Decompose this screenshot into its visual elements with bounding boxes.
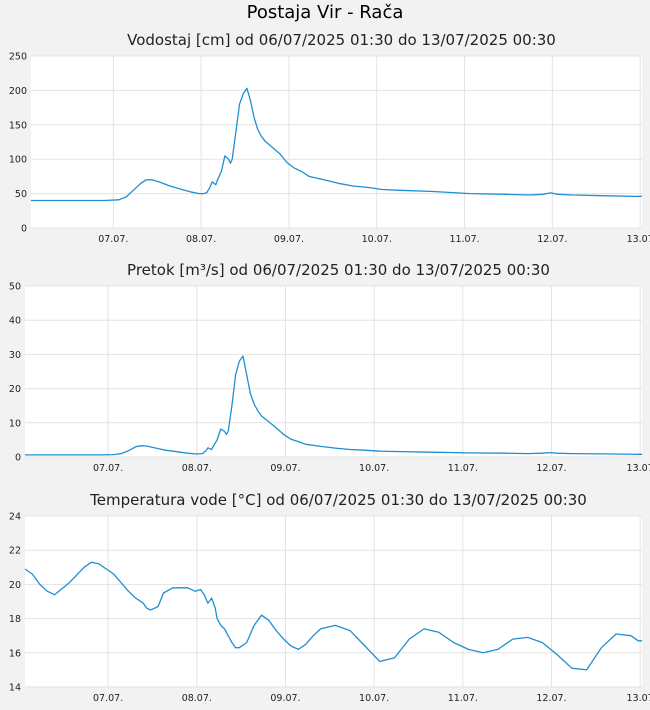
chart-2-ytick-label: 20 <box>9 384 21 395</box>
chart-1-title: Vodostaj [cm] od 06/07/2025 01:30 do 13/… <box>127 31 556 49</box>
chart-3-xtick-label: 10.07. <box>359 693 389 704</box>
chart-2-xtick-label: 12.07. <box>536 463 566 474</box>
chart-1-ytick-label: 150 <box>9 120 27 131</box>
chart-3-xtick-label: 13.07 <box>627 693 650 704</box>
chart-2-xtick-label: 09.07. <box>270 463 300 474</box>
chart-3-ytick-label: 18 <box>9 614 21 625</box>
chart-3-ytick-label: 22 <box>9 546 21 557</box>
chart-3-title: Temperatura vode [°C] od 06/07/2025 01:3… <box>89 491 587 509</box>
chart-3-xtick-label: 08.07. <box>182 693 212 704</box>
chart-3-ytick-label: 16 <box>9 648 21 659</box>
chart-3-xtick-label: 07.07. <box>93 693 123 704</box>
chart-2-ytick-label: 0 <box>15 453 21 464</box>
chart-2-series-line <box>25 355 642 456</box>
chart-3-series-line <box>24 561 642 671</box>
chart-2-plot-area <box>25 286 642 457</box>
chart-3-xtick-label: 09.07. <box>270 693 300 704</box>
chart-2-xtick-label: 11.07. <box>448 463 478 474</box>
chart-3-xtick-label: 11.07. <box>448 693 478 704</box>
chart-3-plot-area <box>25 516 642 687</box>
chart-1-xtick-label: 07.07. <box>98 234 128 245</box>
chart-2-ytick-label: 10 <box>9 418 21 429</box>
chart-1-ytick-label: 200 <box>9 86 27 97</box>
chart-2-xtick-label: 10.07. <box>359 463 389 474</box>
page-title: Postaja Vir - Rača <box>246 2 404 23</box>
chart-1-ytick-label: 0 <box>21 224 27 235</box>
chart-1-xtick-label: 08.07. <box>186 234 216 245</box>
chart-3-ytick-label: 14 <box>9 683 21 694</box>
chart-3-xtick-label: 12.07. <box>536 693 566 704</box>
chart-3-ytick-label: 20 <box>9 580 21 591</box>
chart-2-xtick-label: 07.07. <box>93 463 123 474</box>
chart-2-ytick-label: 50 <box>9 282 21 293</box>
chart-1-series-line <box>31 87 642 202</box>
chart-1-ytick-label: 100 <box>9 155 27 166</box>
chart-2-xtick-label: 08.07. <box>182 463 212 474</box>
chart-1-xtick-label: 10.07. <box>362 234 392 245</box>
chart-1-plot-area <box>31 56 642 228</box>
chart-2-ytick-label: 30 <box>9 350 21 361</box>
chart-2-xtick-label: 13.07 <box>627 463 650 474</box>
chart-2-ytick-label: 40 <box>9 316 21 327</box>
chart-1-xtick-label: 11.07. <box>449 234 479 245</box>
chart-1-xtick-label: 09.07. <box>274 234 304 245</box>
chart-1-xtick-label: 13.07 <box>627 234 650 245</box>
chart-1-ytick-label: 250 <box>9 52 27 63</box>
chart-2-title: Pretok [m³/s] od 06/07/2025 01:30 do 13/… <box>127 261 550 279</box>
chart-1-xtick-label: 12.07. <box>537 234 567 245</box>
chart-1-ytick-label: 50 <box>15 189 27 200</box>
chart-3-ytick-label: 24 <box>9 512 21 523</box>
